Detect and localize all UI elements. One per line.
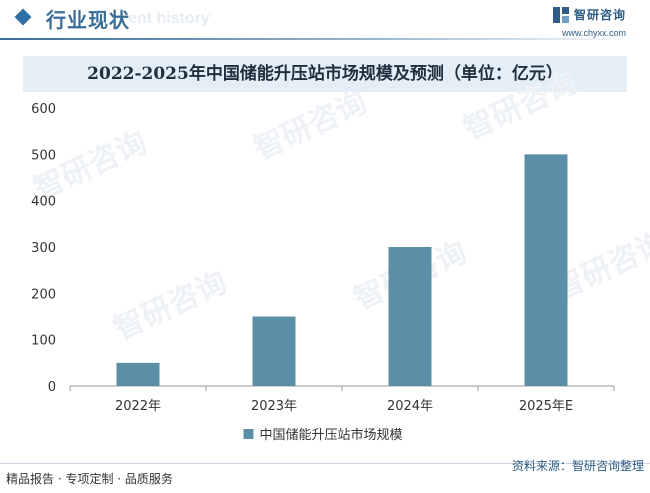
bar bbox=[524, 154, 568, 386]
watermark-text: 智研咨询 bbox=[249, 85, 373, 167]
x-tick-label: 2023年 bbox=[251, 399, 297, 414]
bar bbox=[252, 316, 296, 386]
watermark-text: 智研咨询 bbox=[109, 265, 233, 347]
brand-logo: 智研咨询 www.chyxx.com bbox=[552, 4, 642, 40]
x-tick-label: 2025年E bbox=[519, 399, 573, 414]
y-tick-label: 200 bbox=[31, 287, 56, 302]
footer-divider bbox=[0, 463, 650, 464]
header: ent history 行业现状 智研咨询 www.chyxx.com bbox=[0, 0, 650, 50]
y-tick-label: 500 bbox=[31, 148, 56, 163]
y-tick-label: 600 bbox=[31, 102, 56, 117]
logo-icon bbox=[553, 7, 569, 23]
footer-slogan: 精品报告 · 专项定制 · 品质服务 bbox=[6, 472, 173, 486]
x-tick-label: 2022年 bbox=[115, 399, 161, 414]
legend-label: 中国储能升压站市场规模 bbox=[260, 427, 403, 443]
bar bbox=[388, 247, 432, 386]
watermark-text: 智研咨询 bbox=[459, 65, 583, 147]
logo-name: 智研咨询 bbox=[574, 8, 627, 22]
logo-url: www.chyxx.com bbox=[562, 28, 627, 38]
chart-title-bar: 2022-2025年中国储能升压站市场规模及预测（单位：亿元） bbox=[23, 56, 627, 92]
header-watermark: ent history bbox=[128, 10, 210, 27]
bar-chart: 智研咨询智研咨询智研咨询智研咨询智研咨询智研咨询0100200300400500… bbox=[29, 65, 650, 443]
section-title: 行业现状 bbox=[46, 8, 130, 32]
bar bbox=[116, 362, 160, 386]
y-tick-label: 400 bbox=[31, 195, 56, 210]
x-tick-label: 2024年 bbox=[387, 399, 433, 414]
y-tick-label: 100 bbox=[31, 334, 56, 349]
y-tick-label: 0 bbox=[48, 380, 56, 395]
chart-title: 2022-2025年中国储能升压站市场规模及预测（单位：亿元） bbox=[87, 64, 563, 84]
y-tick-label: 300 bbox=[31, 241, 56, 256]
legend-swatch bbox=[243, 429, 254, 439]
header-divider bbox=[0, 38, 640, 40]
source-note: 资料来源：智研咨询整理 bbox=[511, 459, 644, 473]
